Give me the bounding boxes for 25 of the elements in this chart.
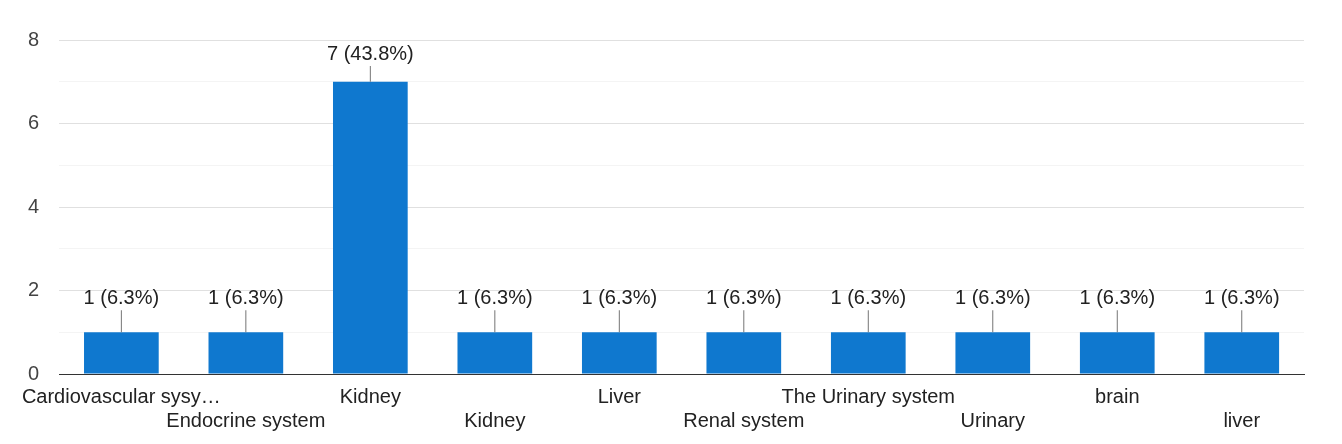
- x-tick-label: Liver: [597, 384, 642, 407]
- data-label: 7 (43.8%): [326, 41, 414, 64]
- data-label: 1 (6.3%): [706, 285, 782, 308]
- data-label: 1 (6.3%): [83, 285, 160, 308]
- data-label: 1 (6.3%): [457, 285, 533, 308]
- data-label: 1 (6.3%): [1079, 285, 1156, 308]
- data-label: 1 (6.3%): [830, 285, 907, 308]
- x-tick-label: Urinary: [960, 408, 1026, 431]
- y-tick-label: 4: [28, 194, 40, 217]
- data-label: 1 (6.3%): [954, 285, 1031, 308]
- y-tick-label: 0: [28, 361, 40, 384]
- data-label: 1 (6.3%): [1203, 285, 1280, 308]
- x-tick-label: Cardiovascular sysy…: [21, 384, 221, 407]
- x-tick-label: Renal system: [683, 408, 805, 431]
- data-label: 1 (6.3%): [581, 285, 658, 308]
- x-tick-label: Kidney: [339, 384, 401, 407]
- y-tick-label: 6: [28, 111, 40, 134]
- x-tick-label: Endocrine system: [166, 408, 326, 431]
- x-tick-label: brain: [1095, 384, 1140, 407]
- x-tick-label: liver: [1223, 408, 1261, 431]
- x-tick-label: Kidney: [464, 408, 526, 431]
- y-tick-label: 8: [28, 27, 40, 50]
- y-tick-label: 2: [28, 278, 40, 301]
- x-tick-label: The Urinary system: [781, 384, 955, 407]
- data-label: 1 (6.3%): [208, 285, 284, 308]
